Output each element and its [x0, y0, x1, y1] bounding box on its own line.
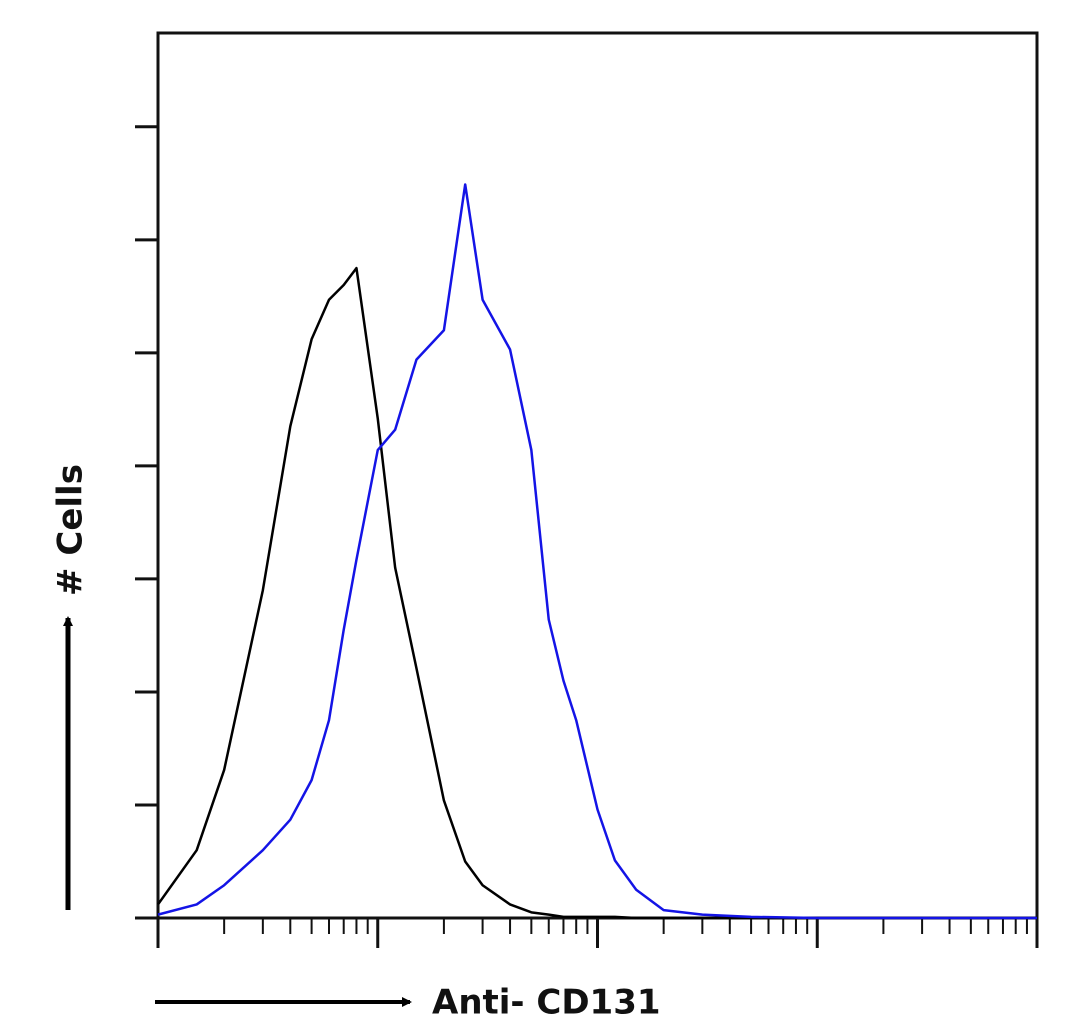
x-axis-label: Anti- CD131 — [432, 983, 661, 1023]
histogram-line — [156, 266, 1037, 920]
y-axis-label: # Cells — [51, 464, 91, 596]
plot-frame — [156, 31, 1039, 920]
histogram-line — [157, 183, 1037, 920]
